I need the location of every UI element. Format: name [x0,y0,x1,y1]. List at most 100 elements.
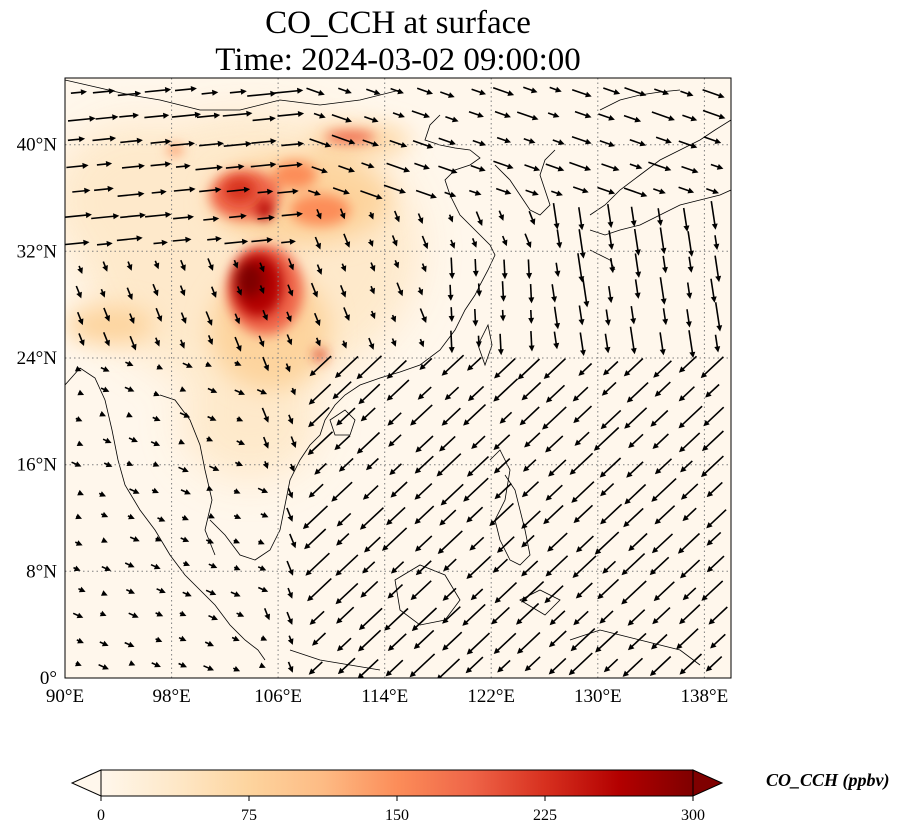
wind-arrow-head [104,437,112,444]
wind-arrow-head [83,239,90,246]
wind-arrow-head [599,471,607,478]
wind-arrow-head [270,161,277,168]
wind-arrow-head [653,594,661,602]
wind-arrow-head [128,588,135,594]
wind-arrow-head [465,667,473,674]
wind-arrow-head [207,538,214,544]
wind-arrow [195,166,221,171]
wind-arrow-head [386,518,393,526]
wind-arrow-head [472,320,479,327]
wind-arrow [622,580,647,603]
wind-arrow [680,386,695,400]
wind-arrow [411,404,433,425]
wind-arrow-head [153,262,160,270]
wind-arrow [492,606,510,623]
wind-arrow-head [258,287,265,294]
wind-arrow-head [521,541,528,548]
wind-arrow-head [181,317,187,324]
wind-arrow-head [662,318,669,326]
wind-arrow [574,555,597,577]
wind-arrow-head [624,422,631,429]
wind-arrow [547,555,569,575]
wind-arrow-head [178,438,185,445]
wind-arrow [281,213,301,217]
wind-arrow [601,457,622,477]
wind-arrow [305,528,327,548]
y-tick-label: 16°N [17,455,58,476]
wind-arrow-head [651,546,659,554]
wind-arrow-head [549,618,556,626]
wind-arrow-head [308,491,315,498]
wind-arrow [365,536,381,551]
wind-arrow-head [288,569,294,576]
wind-arrow-head [584,165,592,171]
wind-vectors [65,86,728,678]
wind-arrow-head [450,168,458,174]
wind-arrow-head [233,591,241,597]
wind-arrow [362,580,379,597]
wind-arrow-head [608,115,615,121]
wind-arrow [519,358,541,379]
wind-arrow [383,527,408,550]
wind-arrow-head [136,235,143,242]
wind-arrow [679,532,701,553]
x-tick-label: 138°E [681,686,729,707]
wind-arrow-head [233,488,241,494]
wind-arrow [65,241,87,246]
wind-arrow-head [500,295,507,302]
wind-arrow-head [710,642,717,649]
wind-arrow-head [544,597,551,604]
colorbar-tick-label: 0 [97,807,105,824]
wind-arrow-head [690,115,698,122]
wind-arrow-head [245,141,252,147]
wind-arrow-head [626,471,633,478]
wind-arrow-head [102,366,110,372]
wind-arrow-head [521,596,528,603]
wind-arrow-head [75,660,82,667]
wind-arrow-head [569,468,576,475]
wind-arrow [656,458,673,473]
wind-arrow-head [128,513,135,520]
plot-subtitle-time: Time: 2024-03-02 09:00:00 [215,42,581,78]
wind-arrow-head [713,243,720,250]
wind-arrow-head [662,89,670,96]
wind-arrow-head [217,140,224,147]
wind-arrow-head [685,321,692,328]
wind-arrow [412,580,432,599]
wind-arrow-head [258,340,265,348]
wind-arrow-head [308,668,316,675]
wind-arrow-head [285,365,291,373]
wind-arrow-head [634,292,641,299]
wind-arrow-head [179,386,187,392]
wind-arrow-head [77,489,84,496]
wind-arrow [633,228,640,253]
wind-arrow [416,535,433,551]
wind-arrow-head [604,346,611,354]
wind-arrow-head [442,617,449,624]
wind-arrow-head [390,491,397,498]
wind-arrow-head [234,317,241,325]
wind-arrow-head [701,470,708,478]
wind-arrow-head [302,522,310,530]
wind-arrow-head [315,242,321,250]
wind-arrow-head [608,243,615,250]
wind-arrow-head [628,441,635,449]
wind-arrow [252,117,273,122]
wind-arrow-head [600,518,607,525]
wind-arrow [443,407,461,425]
wind-arrow-head [551,296,557,303]
wind-arrow-head [236,416,244,422]
wind-arrow [624,87,644,96]
wind-arrow-head [548,668,556,675]
wind-arrow-head [714,346,721,353]
wind-arrow-head [164,161,172,168]
wind-arrow-head [654,468,662,475]
wind-arrow-head [213,112,221,119]
wind-arrow-head [680,572,687,579]
wind-arrow-head [399,188,406,194]
wind-arrow-head [364,546,371,553]
wind-arrow-head [570,644,578,652]
wind-arrow-head [554,270,561,277]
wind-arrow [450,257,453,277]
wind-arrow [517,602,540,624]
